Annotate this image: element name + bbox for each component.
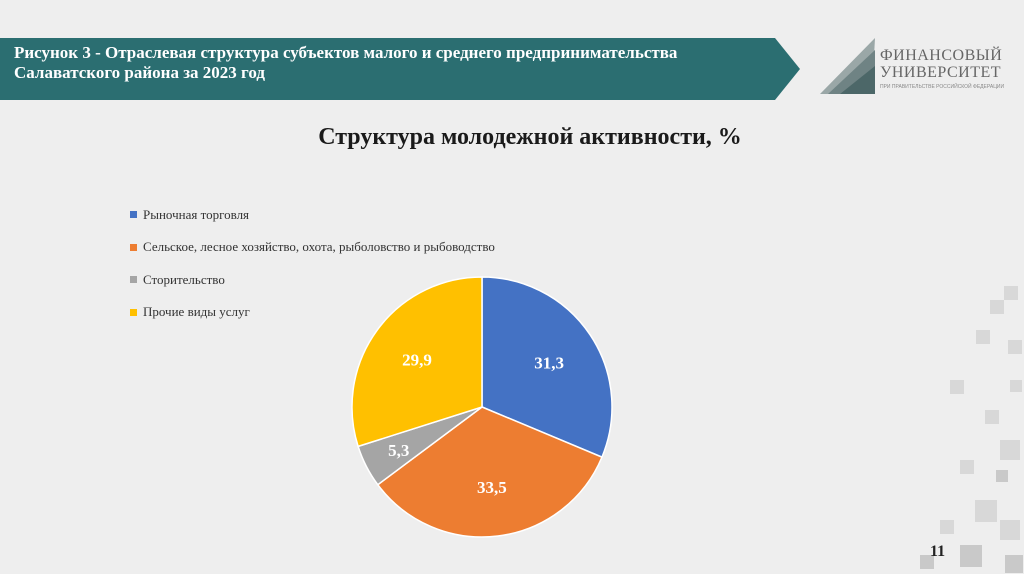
pie-slice <box>376 406 603 538</box>
legend-swatch <box>130 211 137 218</box>
legend-swatch <box>130 308 137 316</box>
legend-swatch <box>130 276 137 283</box>
logo-subtext: ПРИ ПРАВИТЕЛЬСТВЕ РОССИЙСКОЙ ФЕДЕРАЦИИ <box>880 84 1005 90</box>
page-number: 11 <box>930 543 946 560</box>
chart-title: Структура молодежной активности, % <box>318 124 742 150</box>
legend-swatch <box>130 243 137 251</box>
legend-label: Рыночная торговля <box>143 206 250 222</box>
pie-data-label: 31,3 <box>534 353 564 372</box>
title-banner <box>0 38 800 100</box>
legend-item: Сторительство <box>130 271 495 288</box>
pie-data-label: 29,9 <box>402 350 432 369</box>
logo-text-line2: УНИВЕРСИТЕТ <box>880 64 1002 81</box>
university-logo-icon <box>820 38 875 94</box>
chart-legend: Рыночная торговля Сельское, лесное хозяй… <box>130 206 495 336</box>
legend-label: Сельское, лесное хозяйство, охота, рыбол… <box>143 239 495 254</box>
legend-item: Прочие виды услуг <box>130 304 495 321</box>
legend-item: Рыночная торговля <box>130 206 495 223</box>
slide-caption: Рисунок 3 - Отраслевая структура субъект… <box>14 43 678 82</box>
legend-item: Сельское, лесное хозяйство, охота, рыбол… <box>130 239 495 256</box>
legend-label: Сторительство <box>143 271 225 287</box>
legend-label: Прочие виды услуг <box>143 304 250 319</box>
pie-data-label: 33,5 <box>477 478 507 497</box>
logo-text-line1: ФИНАНСОВЫЙ <box>880 47 1003 64</box>
pie-slice <box>351 276 483 448</box>
pie-slice <box>481 276 613 459</box>
pie-data-label: 5,3 <box>388 441 409 460</box>
